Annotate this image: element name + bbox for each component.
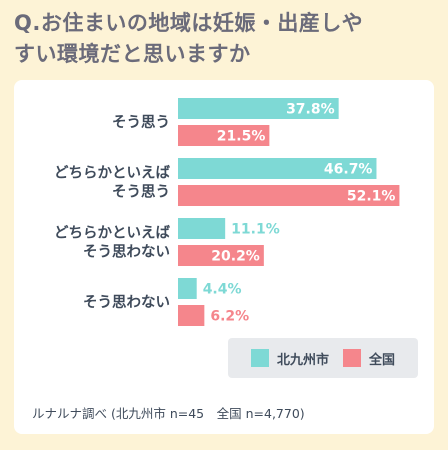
data-label: 52.1% — [347, 189, 396, 205]
category-label: そう思わない — [83, 294, 170, 311]
bar-national — [178, 305, 205, 326]
legend-label-kitakyushu: 北九州市 — [276, 352, 329, 368]
category-label: どちらかといえば — [54, 165, 170, 182]
category-label: そう思わない — [83, 244, 170, 261]
data-label: 46.7% — [324, 162, 373, 178]
data-label: 4.4% — [203, 282, 242, 298]
title-line-2: すい環境だと思いますか — [14, 42, 251, 66]
bar-kitakyushu — [178, 218, 226, 239]
source-note: ルナルナ調べ (北九州市 n=45 全国 n=4,770) — [32, 406, 305, 421]
category-label: そう思う — [112, 114, 170, 131]
legend-swatch-national — [343, 349, 361, 367]
legend-label-national: 全国 — [369, 352, 396, 368]
data-label: 11.1% — [231, 222, 280, 238]
bar-kitakyushu — [178, 158, 377, 179]
bar-national — [178, 185, 400, 206]
category-label: どちらかといえば — [54, 225, 170, 242]
chart-card: そう思う 37.8% 21.5% どちらかといえば そう思う 46.7% 52.1% どちらか… — [14, 80, 434, 434]
bar-national — [178, 245, 264, 266]
bar-kitakyushu — [178, 98, 339, 119]
legend-item-national: 全国 — [343, 349, 395, 368]
title-line-1: Q.お住まいの地域は妊娠・出産しや — [14, 11, 364, 35]
legend-swatch-kitakyushu — [250, 349, 269, 367]
bar-kitakyushu — [178, 278, 197, 299]
data-label: 21.5% — [217, 129, 266, 145]
data-label: 37.8% — [286, 102, 335, 118]
legend-item-kitakyushu: 北九州市 — [250, 349, 329, 368]
data-label: 6.2% — [210, 309, 249, 325]
legend: 北九州市 全国 — [228, 338, 418, 378]
data-label: 20.2% — [211, 249, 260, 265]
bar-national — [178, 125, 270, 146]
category-label: そう思う — [112, 184, 170, 201]
chart-title: Q.お住まいの地域は妊娠・出産しや すい環境だと思いますか — [14, 8, 434, 70]
bar-chart: そう思う37.8%21.5%どちらかといえばそう思う46.7%52.1%どちらか… — [54, 98, 400, 326]
